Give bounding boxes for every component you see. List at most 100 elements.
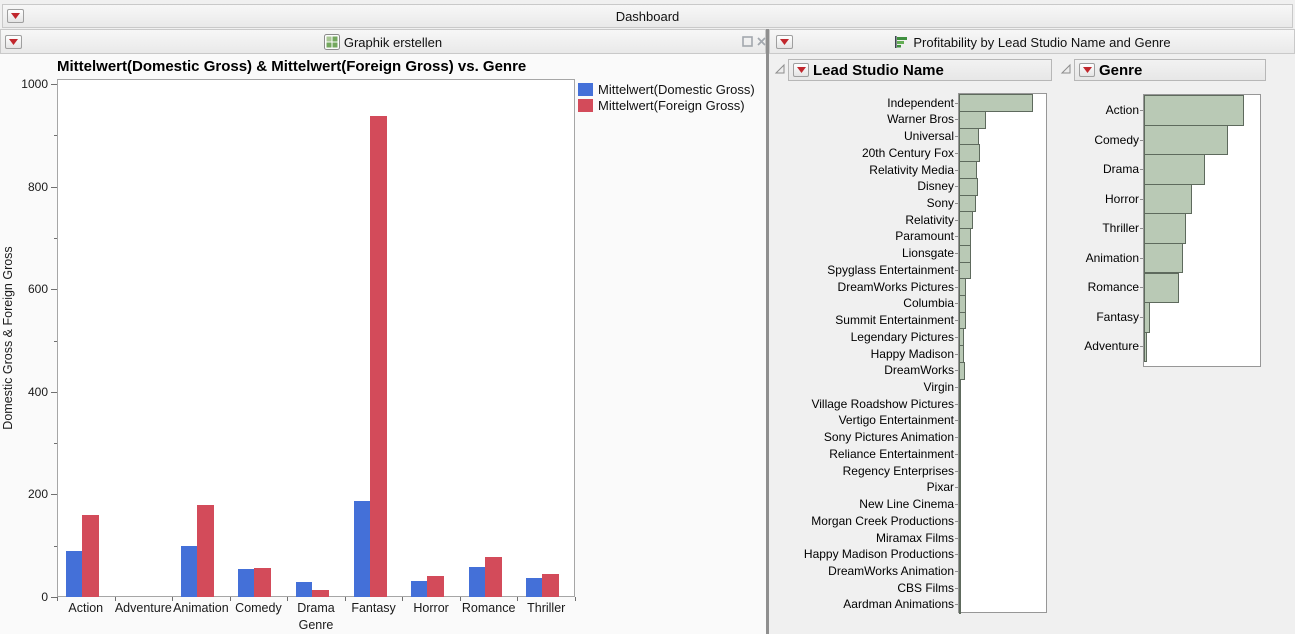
legend-label: Mittelwert(Foreign Gross)	[598, 98, 745, 113]
histogram-bar-new-line-cinema[interactable]	[959, 496, 961, 514]
bar-foreign-comedy[interactable]	[254, 568, 271, 597]
bar-domestic-drama[interactable]	[296, 582, 312, 597]
plot-area	[57, 79, 575, 597]
bar-foreign-thriller[interactable]	[542, 574, 559, 597]
category-tick-mark	[1140, 287, 1143, 288]
y-tick-label: 0	[14, 590, 48, 604]
histogram-bar-virgin[interactable]	[959, 379, 961, 397]
bar-domestic-fantasy[interactable]	[354, 501, 370, 597]
category-label: Vertigo Entertainment	[754, 413, 954, 427]
category-tick-mark	[955, 588, 958, 589]
category-label: Pixar	[754, 480, 954, 494]
histogram-bar-fantasy[interactable]	[1144, 302, 1150, 333]
disclosure-triangle[interactable]	[1060, 63, 1072, 75]
histogram-bar-cbs-films[interactable]	[959, 579, 961, 597]
histogram-bar-dreamworks-animation[interactable]	[959, 563, 961, 581]
x-tick-mark	[575, 597, 576, 601]
category-label: Action	[939, 103, 1139, 117]
histogram-bar-vertigo-entertainment[interactable]	[959, 412, 961, 430]
histogram-bar-drama[interactable]	[1144, 154, 1205, 185]
category-label: Miramax Films	[754, 531, 954, 545]
category-tick-mark	[955, 604, 958, 605]
histogram-bar-20th-century-fox[interactable]	[959, 144, 980, 162]
bar-foreign-horror[interactable]	[427, 576, 444, 597]
y-tick-mark	[51, 392, 57, 393]
section-header-genre: Genre	[1074, 59, 1266, 81]
category-tick-mark	[955, 538, 958, 539]
histogram-bar-romance[interactable]	[1144, 273, 1179, 304]
category-label: Spyglass Entertainment	[754, 263, 954, 277]
x-tick-mark	[402, 597, 403, 601]
category-label: Happy Madison Productions	[754, 547, 954, 561]
category-tick-mark	[955, 337, 958, 338]
x-tick-label: Animation	[173, 601, 229, 615]
category-tick-mark	[955, 471, 958, 472]
red-triangle-icon	[1083, 67, 1092, 73]
legend-swatch	[578, 83, 593, 96]
histogram-bar-regency-enterprises[interactable]	[959, 462, 961, 480]
histogram-bar-comedy[interactable]	[1144, 125, 1228, 156]
category-tick-mark	[955, 236, 958, 237]
category-tick-mark	[1140, 317, 1143, 318]
bar-foreign-fantasy[interactable]	[370, 116, 387, 597]
bar-domestic-horror[interactable]	[411, 581, 427, 597]
disclosure-triangle[interactable]	[774, 63, 786, 75]
x-tick-mark	[517, 597, 518, 601]
legend-label: Mittelwert(Domestic Gross)	[598, 82, 755, 97]
section-header-lead-studio: Lead Studio Name	[788, 59, 1052, 81]
histogram-bar-dreamworks[interactable]	[959, 362, 965, 380]
histogram-bar-miramax-films[interactable]	[959, 529, 961, 547]
histogram-bar-happy-madison-productions[interactable]	[959, 546, 961, 564]
category-tick-mark	[955, 571, 958, 572]
category-tick-mark	[1140, 199, 1143, 200]
y-minor-tick-mark	[54, 238, 57, 239]
histogram-bar-reliance-entertainment[interactable]	[959, 446, 961, 464]
bar-foreign-animation[interactable]	[197, 505, 214, 597]
x-tick-label: Horror	[413, 601, 448, 615]
x-tick-mark	[115, 597, 116, 601]
y-tick-mark	[51, 289, 57, 290]
x-axis-title: Genre	[299, 618, 334, 632]
histogram-bar-animation[interactable]	[1144, 243, 1183, 274]
category-tick-mark	[955, 153, 958, 154]
histogram-bar-horror[interactable]	[1144, 184, 1192, 215]
category-tick-mark	[955, 270, 958, 271]
bar-domestic-animation[interactable]	[181, 546, 197, 597]
category-label: Happy Madison	[754, 347, 954, 361]
category-label: Disney	[754, 179, 954, 193]
red-triangle-menu-button[interactable]	[793, 63, 809, 77]
category-label: Virgin	[754, 380, 954, 394]
maximize-button[interactable]	[741, 35, 754, 48]
histogram-bar-thriller[interactable]	[1144, 213, 1186, 244]
bar-domestic-romance[interactable]	[469, 567, 485, 597]
category-label: Thriller	[939, 221, 1139, 235]
x-tick-mark	[230, 597, 231, 601]
x-tick-label: Romance	[462, 601, 516, 615]
category-label: Regency Enterprises	[754, 464, 954, 478]
y-tick-label: 200	[14, 487, 48, 501]
bar-foreign-action[interactable]	[82, 515, 99, 597]
category-tick-mark	[955, 420, 958, 421]
bar-domestic-thriller[interactable]	[526, 578, 542, 597]
bar-foreign-romance[interactable]	[485, 557, 502, 597]
histogram-bar-morgan-creek-productions[interactable]	[959, 512, 961, 530]
x-tick-label: Drama	[297, 601, 335, 615]
histogram-bar-aardman-animations[interactable]	[959, 596, 961, 614]
graph-builder-icon	[324, 34, 340, 50]
histogram-bar-adventure[interactable]	[1144, 332, 1147, 363]
histogram-bar-action[interactable]	[1144, 95, 1244, 126]
close-button[interactable]	[755, 35, 768, 48]
legend-swatch	[578, 99, 593, 112]
category-label: Aardman Animations	[754, 597, 954, 611]
histogram-bar-sony-pictures-animation[interactable]	[959, 429, 961, 447]
bar-foreign-drama[interactable]	[312, 590, 329, 597]
category-label: Morgan Creek Productions	[754, 514, 954, 528]
bar-domestic-action[interactable]	[66, 551, 82, 597]
histogram-bar-pixar[interactable]	[959, 479, 961, 497]
red-triangle-menu-button[interactable]	[1079, 63, 1095, 77]
category-label: Reliance Entertainment	[754, 447, 954, 461]
bar-domestic-comedy[interactable]	[238, 569, 254, 597]
category-label: Animation	[939, 251, 1139, 265]
graph-builder-title-bar: Graphik erstellen	[0, 29, 766, 54]
histogram-bar-village-roadshow-pictures[interactable]	[959, 395, 961, 413]
